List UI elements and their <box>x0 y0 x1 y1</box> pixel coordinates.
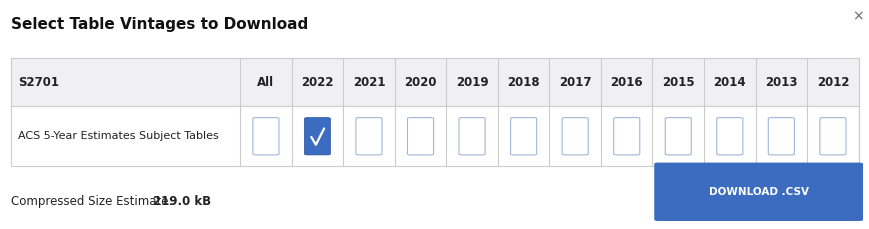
Text: 2016: 2016 <box>610 76 642 89</box>
FancyBboxPatch shape <box>304 118 330 155</box>
Text: 2013: 2013 <box>764 76 797 89</box>
FancyBboxPatch shape <box>819 118 845 155</box>
Text: 2018: 2018 <box>507 76 540 89</box>
FancyBboxPatch shape <box>355 118 381 155</box>
Text: ACS 5-Year Estimates Subject Tables: ACS 5-Year Estimates Subject Tables <box>18 131 219 141</box>
FancyBboxPatch shape <box>407 118 433 155</box>
Text: 2015: 2015 <box>661 76 693 89</box>
Bar <box>11 58 858 166</box>
FancyBboxPatch shape <box>665 118 691 155</box>
Text: 2021: 2021 <box>352 76 385 89</box>
FancyBboxPatch shape <box>716 118 742 155</box>
FancyBboxPatch shape <box>459 118 485 155</box>
Text: All: All <box>257 76 274 89</box>
Text: DOWNLOAD .CSV: DOWNLOAD .CSV <box>708 187 807 197</box>
Text: S2701: S2701 <box>18 76 59 89</box>
Text: Compressed Size Estimate:: Compressed Size Estimate: <box>11 195 176 208</box>
Text: ×: × <box>852 9 863 23</box>
FancyBboxPatch shape <box>653 163 862 221</box>
Bar <box>11 58 858 106</box>
Text: 2022: 2022 <box>301 76 334 89</box>
Text: 2019: 2019 <box>455 76 488 89</box>
FancyBboxPatch shape <box>613 118 639 155</box>
Text: 2014: 2014 <box>713 76 746 89</box>
FancyBboxPatch shape <box>767 118 793 155</box>
FancyBboxPatch shape <box>561 118 587 155</box>
Text: 2012: 2012 <box>816 76 848 89</box>
FancyBboxPatch shape <box>510 118 536 155</box>
Text: 2020: 2020 <box>404 76 436 89</box>
Bar <box>11 106 858 166</box>
Text: 219.0 kB: 219.0 kB <box>153 195 211 208</box>
FancyBboxPatch shape <box>253 118 279 155</box>
Text: Select Table Vintages to Download: Select Table Vintages to Download <box>11 16 308 32</box>
Text: 2017: 2017 <box>558 76 591 89</box>
